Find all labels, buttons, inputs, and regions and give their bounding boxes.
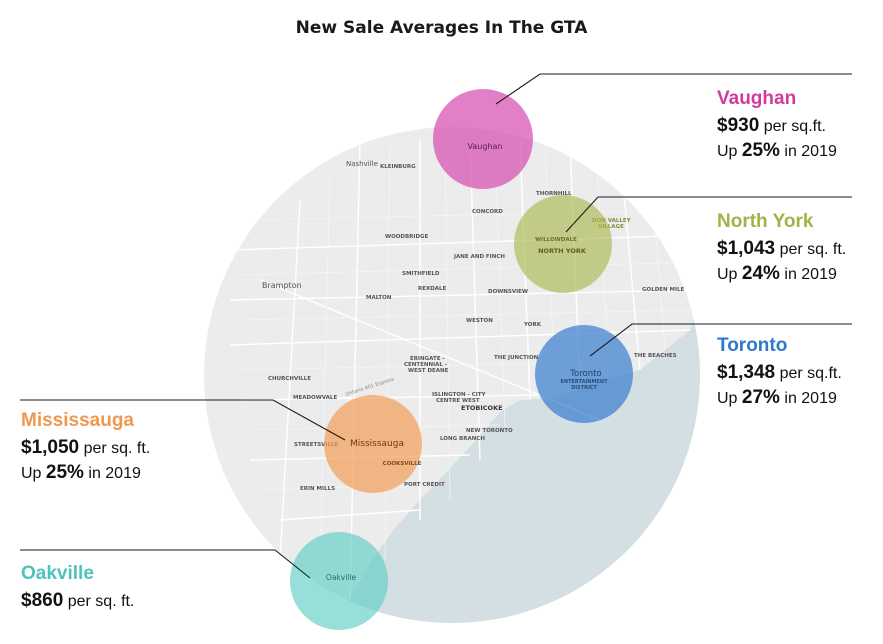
label-thornhill: THORNHILL [536, 191, 572, 197]
callout-price-unit: per sq.ft. [759, 117, 826, 135]
label-meadowvale: MEADOWVALE [293, 395, 337, 401]
bubble-mississauga [324, 395, 422, 493]
bubble-label-vaughan: Vaughan [468, 142, 503, 151]
label-islington-1: ISLINGTON - CITY [432, 392, 487, 398]
callout-up-suffix: in 2019 [779, 143, 837, 161]
bubble-oakville [290, 532, 388, 630]
label-rexdale: REXDALE [418, 286, 447, 292]
label-eringate-1: ERINGATE - [410, 356, 445, 362]
label-eringate-2: CENTENNIAL - [404, 362, 447, 368]
callout-up-suffix: in 2019 [779, 390, 837, 408]
label-nashville: Nashville [346, 160, 378, 168]
bubble-toronto [535, 325, 633, 423]
label-streetsville: STREETSVILLE [294, 442, 338, 448]
callout-pct: 25% [741, 140, 780, 162]
label-downsview: DOWNSVIEW [488, 289, 528, 295]
leader-oakville [20, 549, 311, 579]
label-islington-2: CENTRE WEST [436, 398, 480, 404]
leader-toronto [589, 323, 852, 357]
label-new-toronto: NEW TORONTO [466, 428, 513, 434]
label-churchville: CHURCHVILLE [268, 376, 311, 382]
callout-price: $1,348 [717, 361, 776, 383]
label-erin-mills: ERIN MILLS [300, 486, 335, 492]
label-golden-mile: GOLDEN MILE [642, 287, 685, 293]
label-village: VILLAGE [598, 224, 624, 230]
bubble-label-mississauga: Mississauga [350, 439, 404, 449]
label-etobicoke: ETOBICOKE [461, 404, 503, 412]
callout-pct: 24% [741, 263, 780, 285]
label-cooksville: COOKSVILLE [383, 461, 422, 467]
label-brampton: Brampton [262, 281, 302, 290]
label-smithfield: SMITHFIELD [402, 271, 440, 277]
label-eringate-3: WEST DEANE [408, 368, 449, 374]
callout-north-york: North York $1,043 per sq. ft. Up 24% in … [717, 209, 846, 287]
label-port-credit: PORT CREDIT [404, 482, 445, 488]
label-entertainment: ENTERTAINMENT [561, 379, 609, 385]
callout-up-prefix: Up [717, 390, 742, 408]
leader-mississauga [20, 399, 346, 441]
chart-title: New Sale Averages In The GTA [295, 18, 588, 38]
callout-up-prefix: Up [21, 465, 46, 483]
callout-price-unit: per sq. ft. [63, 592, 135, 610]
label-the-beaches: THE BEACHES [634, 353, 677, 359]
callout-mississauga: Mississauga $1,050 per sq. ft. Up 25% in… [21, 408, 150, 486]
callout-name: North York [717, 211, 814, 232]
callout-price: $1,050 [21, 436, 80, 458]
callout-up-suffix: in 2019 [779, 266, 837, 284]
callout-name: Toronto [717, 335, 788, 356]
label-kleinburg: KLEINBURG [380, 164, 416, 170]
label-weston: WESTON [466, 318, 493, 324]
bubble-label-oakville: Oakville [326, 573, 357, 582]
label-concord: CONCORD [472, 209, 503, 215]
leader-north-york [565, 196, 852, 233]
bubble-vaughan [433, 89, 533, 189]
bubble-label-north-york: NORTH YORK [538, 247, 587, 255]
label-york: YORK [523, 322, 542, 328]
label-malton: MALTON [366, 295, 392, 301]
label-jane-finch: JANE AND FINCH [453, 254, 505, 260]
callout-price-unit: per sq. ft. [79, 439, 151, 457]
callout-vaughan: Vaughan $930 per sq.ft. Up 25% in 2019 [717, 86, 837, 164]
callout-pct: 25% [45, 462, 84, 484]
label-the-junction: THE JUNCTION [494, 355, 539, 361]
bubble-north-york [514, 195, 612, 293]
callout-name: Vaughan [717, 88, 797, 109]
callout-price-unit: per sq. ft. [775, 240, 847, 258]
label-woodbridge: WOODBRIDGE [385, 234, 429, 240]
label-willowdale: WILLOWDALE [535, 237, 577, 243]
callout-up-suffix: in 2019 [83, 465, 141, 483]
callout-price: $930 [717, 114, 760, 136]
label-district: DISTRICT [571, 385, 597, 391]
callout-price-unit: per sq.ft. [775, 364, 842, 382]
callout-toronto: Toronto $1,348 per sq.ft. Up 27% in 2019 [717, 333, 842, 411]
label-don-valley: DON VALLEY [592, 218, 632, 224]
callout-pct: 27% [741, 387, 780, 409]
callout-price: $1,043 [717, 237, 776, 259]
label-long-branch: LONG BRANCH [440, 436, 485, 442]
callout-up-prefix: Up [717, 143, 742, 161]
callout-price: $860 [21, 589, 64, 611]
callout-name: Oakville [21, 563, 94, 584]
bubble-label-toronto: Toronto [569, 369, 601, 379]
leader-vaughan [495, 73, 852, 105]
callout-name: Mississauga [21, 410, 134, 431]
callout-oakville: Oakville $860 per sq. ft. [21, 561, 134, 613]
callout-up-prefix: Up [717, 266, 742, 284]
